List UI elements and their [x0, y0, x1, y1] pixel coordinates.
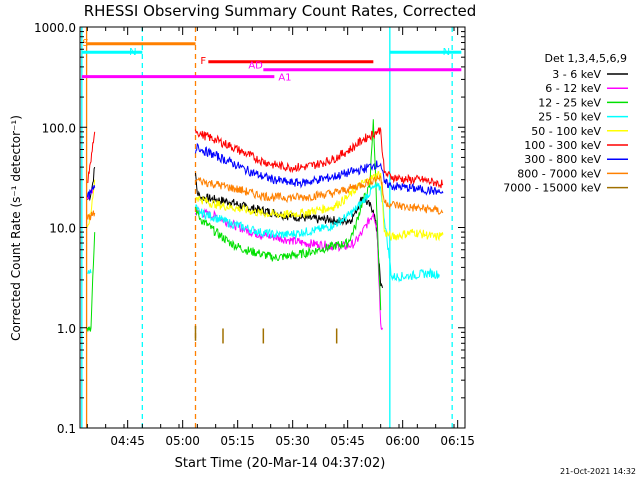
series-line	[87, 269, 92, 275]
x-tick-label: 05:00	[165, 434, 200, 448]
x-tick-label: 05:30	[275, 434, 310, 448]
series-line	[195, 171, 444, 242]
state-bar-label: N	[443, 47, 450, 58]
y-tick-label: 100.0	[42, 121, 76, 135]
chart-title: RHESSI Observing Summary Count Rates, Co…	[84, 2, 477, 20]
y-tick-label: 1.0	[57, 322, 76, 336]
x-tick-label: 05:45	[330, 434, 365, 448]
legend-label: 300 - 800 keV	[524, 153, 601, 166]
series-7	[86, 174, 444, 221]
series-2	[86, 119, 382, 332]
axis-ticks: 0.1 1.0 10.0 100.0 1000.0 04:45 05:00 05:15 05:3…	[34, 21, 475, 448]
series-line	[195, 172, 383, 289]
x-tick-label: 06:15	[440, 434, 475, 448]
series-line	[195, 127, 444, 189]
x-tick-label: 06:00	[385, 434, 420, 448]
y-axis-label: Corrected Count Rate (s⁻¹ detector⁻¹)	[9, 115, 23, 341]
legend-label: 100 - 300 keV	[524, 139, 601, 152]
date-stamp: 21-Oct-2021 14:32	[560, 467, 636, 476]
state-bar-label: N	[129, 47, 136, 58]
state-bar-label: A1	[278, 73, 291, 84]
series-5	[87, 127, 444, 189]
legend-label: 50 - 100 keV	[531, 125, 601, 138]
series-6	[86, 142, 444, 200]
series-line	[86, 210, 96, 221]
legend-label: 6 - 12 keV	[545, 82, 601, 95]
y-tick-label: 1000.0	[34, 21, 76, 35]
legend-label: 7000 - 15000 keV	[503, 182, 601, 195]
legend-label: 3 - 6 keV	[552, 68, 601, 81]
legend-label: 12 - 25 keV	[538, 96, 601, 109]
series-8	[194, 325, 338, 344]
x-tick-label: 04:45	[110, 434, 145, 448]
series-line	[195, 119, 382, 311]
state-bar-label: F	[200, 56, 206, 67]
x-axis-label: Start Time (20-Mar-14 04:37:02)	[175, 456, 386, 471]
series-line	[195, 174, 444, 216]
legend-title: Det 1,3,4,5,6,9	[544, 52, 627, 65]
y-tick-label: 0.1	[57, 422, 76, 436]
legend-label: 25 - 50 keV	[538, 111, 601, 124]
series-line	[86, 184, 96, 200]
series-line	[195, 142, 444, 196]
y-tick-label: 10.0	[49, 222, 76, 236]
vertical-markers	[81, 27, 453, 428]
state-bar-label: S	[82, 38, 88, 49]
series-line	[87, 131, 96, 184]
state-bar-label: AD	[248, 61, 263, 72]
state-bars: S N N F AD A1	[81, 38, 462, 84]
series-3	[87, 181, 440, 283]
legend-label: 800 - 7000 keV	[517, 167, 601, 180]
series-line	[195, 206, 383, 331]
x-tick-label: 05:15	[220, 434, 255, 448]
series-line	[195, 181, 440, 283]
series-line	[86, 232, 96, 332]
data-series	[86, 119, 444, 344]
